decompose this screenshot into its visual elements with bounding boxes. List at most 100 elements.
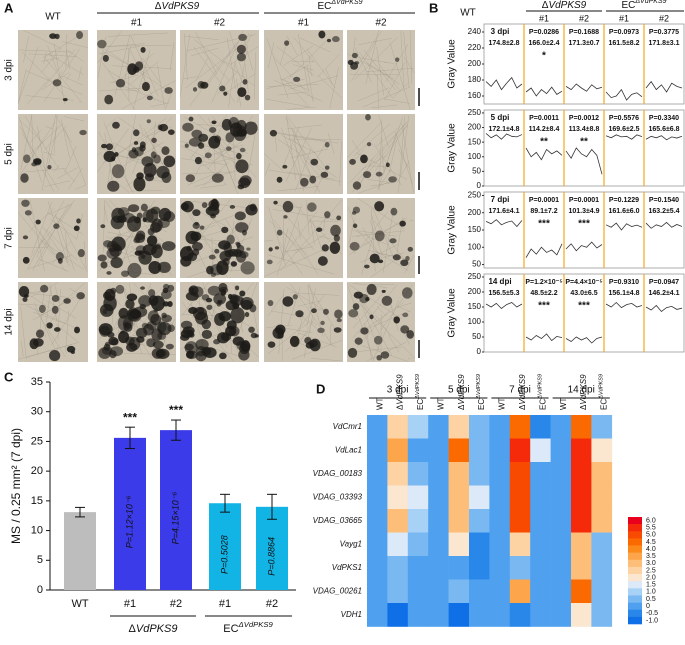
p-value: P=1.2×10⁻⁵ bbox=[525, 279, 562, 286]
heatmap-cell bbox=[387, 603, 409, 627]
blob bbox=[127, 307, 139, 320]
blob bbox=[305, 342, 315, 349]
texture bbox=[195, 57, 209, 82]
blob bbox=[49, 350, 61, 362]
delta: Δ bbox=[542, 0, 549, 11]
texture bbox=[288, 286, 301, 325]
replicate-label: #2 bbox=[214, 18, 226, 29]
heatmap-cell bbox=[367, 462, 388, 486]
texture bbox=[64, 346, 67, 355]
blob bbox=[225, 300, 237, 311]
texture bbox=[202, 198, 232, 234]
blob bbox=[376, 354, 382, 361]
texture bbox=[363, 49, 396, 91]
heatmap-cell bbox=[469, 579, 490, 604]
blob bbox=[316, 227, 323, 232]
heatmap-cell bbox=[509, 438, 531, 463]
profile-line bbox=[565, 147, 603, 175]
heatmap-cell bbox=[489, 532, 511, 557]
blob bbox=[205, 205, 220, 217]
texture bbox=[376, 46, 385, 96]
texture bbox=[289, 231, 318, 274]
texture bbox=[268, 169, 342, 182]
texture bbox=[139, 124, 144, 134]
blob bbox=[282, 296, 294, 307]
blob bbox=[214, 248, 220, 254]
texture bbox=[182, 171, 233, 175]
strain-sup: ΔVdPKS9 bbox=[477, 374, 483, 400]
mean-value: 43.0±6.5 bbox=[570, 290, 597, 297]
micrograph bbox=[347, 30, 415, 110]
blob bbox=[310, 158, 319, 166]
texture bbox=[267, 294, 284, 316]
texture bbox=[110, 74, 139, 84]
x-tick-label: WT bbox=[71, 598, 88, 610]
blob bbox=[157, 321, 172, 336]
blob bbox=[146, 119, 151, 124]
strain-base: EC bbox=[223, 623, 238, 635]
strain-base: EC bbox=[477, 399, 486, 410]
micrograph bbox=[180, 198, 259, 278]
micrograph-bg bbox=[264, 198, 343, 278]
texture bbox=[263, 153, 284, 172]
texture bbox=[362, 226, 379, 255]
blob bbox=[324, 165, 330, 170]
texture bbox=[196, 144, 244, 160]
blob bbox=[317, 256, 328, 266]
texture bbox=[303, 157, 321, 177]
row-label: 14 dpi bbox=[4, 308, 15, 335]
texture bbox=[210, 333, 234, 362]
profile-line bbox=[605, 88, 643, 101]
texture bbox=[28, 53, 77, 57]
strain-label: ECΔVdPKS9 bbox=[621, 0, 666, 11]
blob bbox=[22, 235, 29, 240]
y-tick-label: 0 bbox=[477, 181, 482, 190]
texture bbox=[378, 114, 389, 147]
blob bbox=[112, 121, 120, 129]
texture bbox=[374, 252, 405, 260]
heatmap-cell bbox=[530, 438, 551, 463]
texture bbox=[268, 206, 286, 266]
heatmap-cell bbox=[469, 415, 490, 439]
texture bbox=[55, 115, 72, 143]
blob bbox=[381, 289, 386, 293]
delta: Δ bbox=[579, 404, 588, 410]
texture bbox=[27, 77, 51, 104]
blob bbox=[142, 209, 154, 223]
blob bbox=[240, 261, 255, 275]
blob bbox=[21, 199, 30, 207]
texture bbox=[377, 117, 403, 190]
texture bbox=[83, 241, 87, 270]
heatmap-cell bbox=[550, 485, 572, 510]
texture bbox=[286, 124, 322, 130]
strain-label: ECΔVdPKS9 bbox=[599, 374, 609, 410]
panel-label: C bbox=[4, 369, 14, 384]
blob bbox=[320, 320, 325, 326]
blob bbox=[206, 265, 214, 275]
texture bbox=[374, 125, 408, 172]
blob bbox=[22, 256, 30, 264]
texture bbox=[286, 107, 310, 110]
texture bbox=[36, 250, 40, 258]
panel-label: A bbox=[4, 0, 14, 15]
blob bbox=[249, 203, 257, 212]
p-value: P=4.4×10⁻⁵ bbox=[565, 279, 602, 286]
heatmap-cell bbox=[469, 603, 490, 627]
blob bbox=[185, 174, 196, 183]
colorbar-label: 2.5 bbox=[646, 567, 656, 574]
error-bar bbox=[267, 493, 277, 520]
heatmap-cell bbox=[489, 485, 511, 510]
heatmap-cell bbox=[571, 556, 592, 580]
texture bbox=[51, 293, 84, 346]
texture bbox=[244, 63, 249, 94]
heatmap-cell bbox=[550, 532, 572, 557]
column-header: WT bbox=[45, 12, 61, 23]
texture bbox=[265, 98, 316, 109]
heatmap-cell bbox=[530, 532, 551, 557]
heatmap-cell bbox=[571, 532, 592, 557]
texture bbox=[227, 37, 236, 89]
texture bbox=[19, 121, 56, 176]
texture bbox=[200, 184, 227, 189]
texture bbox=[64, 146, 77, 174]
texture bbox=[294, 129, 313, 181]
